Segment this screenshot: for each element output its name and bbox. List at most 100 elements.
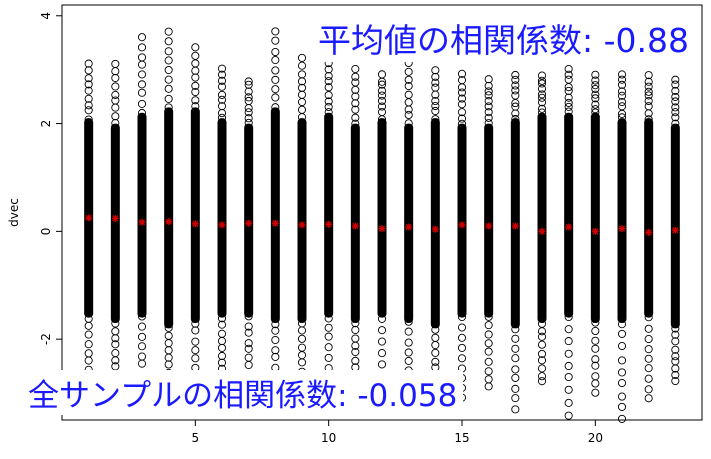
data-point [617,392,627,401]
data-point [564,98,573,107]
data-point [537,104,547,113]
data-point [484,119,493,128]
data-point [537,79,547,88]
data-point [484,87,493,96]
mean-marker [325,220,333,228]
data-point [377,349,387,358]
data-point [164,47,173,56]
data-point [111,327,120,336]
x-tick-label: 15 [454,431,469,445]
data-point [84,80,93,89]
point-column-core [217,118,227,318]
data-point [591,84,600,94]
data-point [431,101,440,111]
data-point [671,357,680,366]
data-point [617,402,627,411]
data-point [404,105,413,114]
data-point [191,73,200,82]
data-point [84,314,93,323]
data-point [244,77,253,86]
data-point [644,374,653,383]
data-point [217,90,227,99]
data-point [431,357,440,366]
data-point [84,101,93,110]
data-point [351,113,360,122]
data-point [271,75,280,84]
data-point [244,353,253,362]
data-point [457,94,467,103]
data-point [511,405,520,414]
data-point [511,394,520,403]
data-point [111,340,120,349]
data-point [617,368,627,377]
data-point [511,344,520,353]
data-point [591,326,600,336]
data-point [324,332,333,341]
data-point [217,70,227,79]
data-point [351,347,360,357]
data-point [537,327,547,336]
data-point [457,119,467,128]
data-point [457,333,467,342]
data-point [537,108,547,117]
data-point [617,80,627,89]
data-point [564,398,573,407]
data-point [671,376,680,386]
data-point [564,349,573,358]
data-point [431,66,440,75]
data-point [191,81,200,90]
data-point [191,319,200,328]
data-point [644,77,653,86]
data-point [484,312,493,321]
data-point [324,323,333,332]
data-point [671,97,680,106]
data-point [351,64,360,74]
data-point [244,328,253,337]
data-point [84,66,93,75]
point-column-core [484,123,494,318]
data-point [537,377,547,386]
data-point [617,356,627,365]
data-point [137,322,147,331]
data-point [564,102,573,111]
point-column-core [110,123,120,323]
data-point [617,91,627,100]
data-point [324,353,333,362]
data-point [431,96,440,106]
data-point [431,115,440,124]
data-point [111,73,120,83]
mean-marker [618,225,626,233]
data-point [244,80,253,89]
data-point [431,340,440,350]
point-column-core [644,118,654,318]
data-point [511,75,520,84]
data-point [617,329,627,338]
data-point [564,385,573,394]
data-point [377,314,387,323]
data-point [244,108,253,117]
data-point [484,382,493,391]
y-tick-label: 2 [39,120,53,128]
data-point [484,375,493,384]
data-point [137,312,147,321]
data-point [111,82,120,91]
data-point [377,326,387,335]
data-point [591,372,600,381]
data-point [271,27,280,36]
point-column-core [377,118,387,318]
data-point [564,64,573,74]
x-tick-label: 5 [192,431,200,445]
data-point [137,43,147,52]
data-point [377,96,387,105]
data-point [191,326,200,335]
data-point [484,97,493,106]
data-point [537,356,547,365]
data-point [217,82,227,91]
data-point [511,373,520,382]
data-point [297,105,307,114]
data-point [671,337,680,346]
data-point [537,340,547,349]
data-point [484,75,493,84]
data-point [404,338,413,347]
data-point [404,75,413,84]
